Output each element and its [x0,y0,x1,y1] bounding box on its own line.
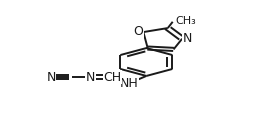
Text: N: N [46,71,56,84]
Text: CH₃: CH₃ [176,16,197,26]
Text: N: N [183,32,192,45]
Text: N: N [86,71,95,84]
Text: O: O [133,25,143,38]
Text: CH: CH [103,71,121,84]
Text: NH: NH [120,77,139,90]
